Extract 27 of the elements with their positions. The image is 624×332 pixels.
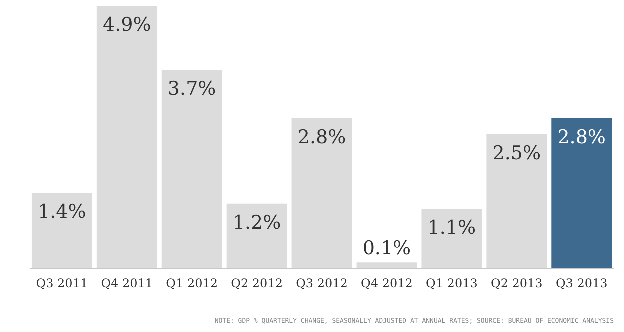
x-tick-label: Q1 2012 [166, 276, 218, 290]
data-label: 1.1% [428, 217, 476, 240]
x-tick-label: Q3 2012 [296, 276, 348, 290]
bar [162, 70, 222, 268]
data-label: 0.1% [362, 238, 412, 260]
bar [226, 204, 288, 268]
bar [486, 134, 548, 268]
data-label: 1.4% [38, 201, 86, 224]
x-tick-label: Q2 2013 [490, 276, 543, 290]
bar [552, 118, 612, 268]
data-label: 3.7% [168, 78, 216, 100]
x-tick-label: Q4 2011 [101, 276, 154, 290]
data-label: 2.8% [298, 126, 346, 148]
data-label: 2.8% [558, 126, 606, 148]
x-tick-label: Q1 2013 [426, 276, 478, 290]
bar [32, 193, 92, 268]
bar [422, 209, 482, 268]
data-label: 4.9% [102, 14, 152, 36]
bar [292, 118, 352, 268]
data-label: 1.2% [232, 212, 282, 234]
data-label: 2.5% [492, 142, 542, 164]
x-tick-label: Q3 2013 [556, 276, 608, 290]
x-tick-label: Q3 2011 [36, 276, 88, 290]
bar [356, 262, 418, 268]
bar [96, 6, 158, 268]
x-tick-label: Q4 2012 [361, 276, 413, 290]
x-tick-label: Q2 2012 [231, 276, 283, 290]
